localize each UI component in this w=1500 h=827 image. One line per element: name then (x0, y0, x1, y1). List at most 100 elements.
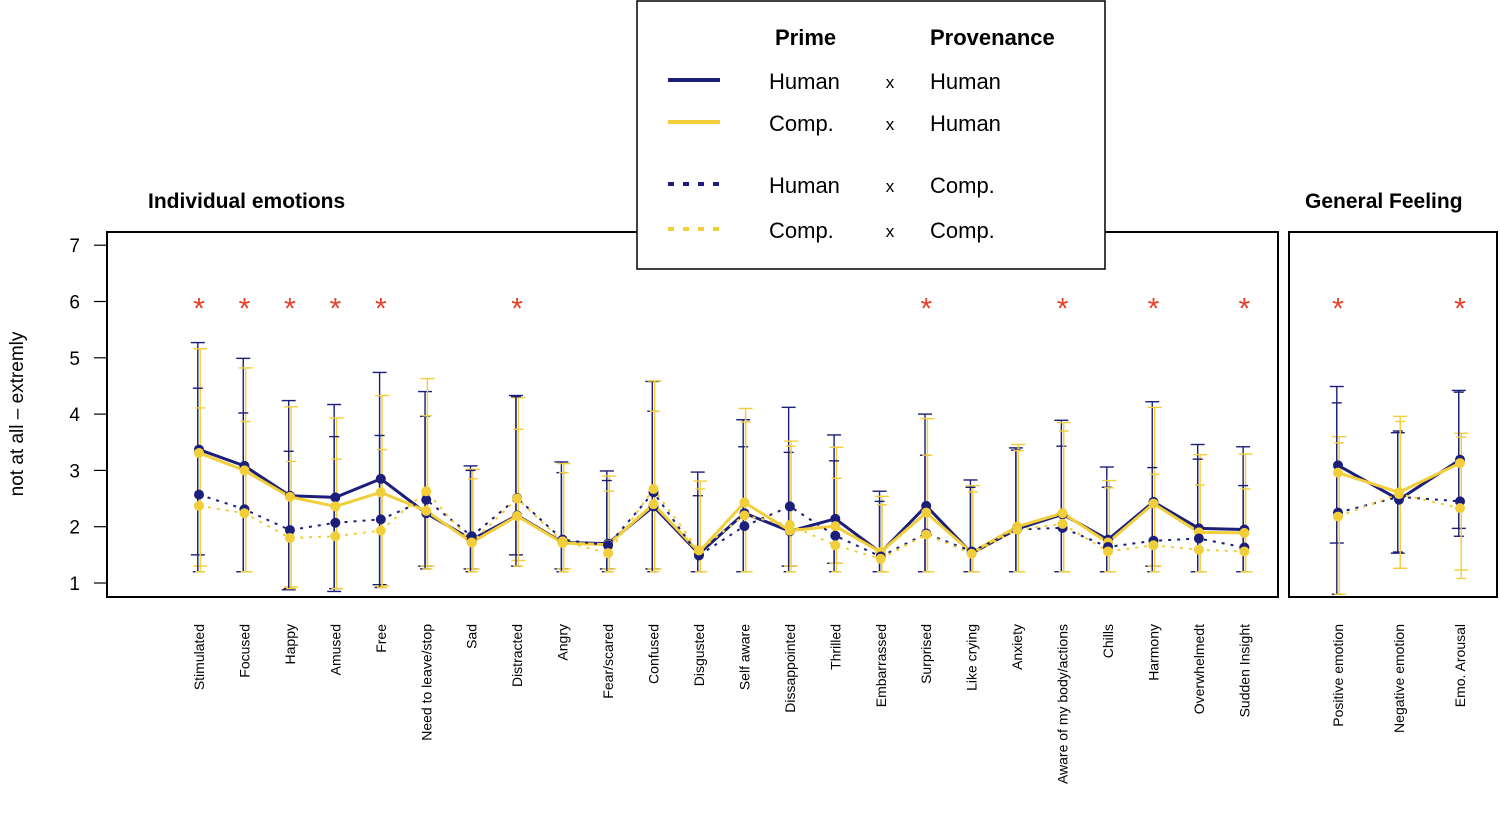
data-point (875, 553, 886, 564)
data-point (512, 511, 523, 522)
data-point (739, 510, 750, 521)
significance-star: * (330, 293, 342, 326)
data-point (330, 517, 341, 528)
category-label: Like crying (964, 624, 980, 691)
data-point (330, 531, 341, 542)
data-point (966, 548, 977, 559)
y-tick-label: 1 (69, 574, 80, 595)
data-point (284, 532, 295, 543)
data-point (375, 487, 386, 498)
series-line (198, 491, 1245, 558)
data-point (739, 497, 750, 508)
category-label: Stimulated (191, 624, 207, 690)
data-point (648, 499, 659, 510)
category-label: Chills (1100, 624, 1116, 658)
legend-provenance-label: Comp. (930, 173, 995, 198)
series-line (198, 451, 1245, 555)
legend-prime-label: Comp. (769, 111, 834, 136)
category-label: Anxiety (1009, 624, 1025, 670)
data-point (375, 473, 386, 484)
data-point (1057, 508, 1068, 519)
data-point (1333, 467, 1343, 478)
data-point (330, 501, 341, 512)
legend-prime-label: Comp. (769, 218, 834, 243)
significance-star: * (1148, 293, 1160, 326)
legend-cross: x (886, 115, 895, 134)
data-point (557, 536, 568, 547)
data-point (1333, 460, 1343, 471)
y-tick-label: 6 (69, 293, 80, 314)
data-point (830, 540, 841, 551)
category-label: Fear/scared (600, 624, 616, 699)
data-point (239, 465, 250, 476)
legend-header-prime: Prime (775, 25, 836, 50)
data-point (194, 500, 204, 511)
category-label: Aware of my body/actions (1055, 624, 1071, 784)
legend-box (636, 0, 1106, 270)
data-point (421, 505, 432, 516)
significance-star: * (375, 293, 387, 326)
legend-provenance-label: Comp. (930, 218, 995, 243)
data-point (830, 521, 841, 532)
category-label: Happy (282, 624, 298, 664)
data-point (194, 489, 204, 500)
category-label: Negative emotion (1391, 624, 1407, 733)
significance-star: * (193, 293, 205, 326)
data-point (1455, 503, 1465, 514)
category-label: Focused (236, 624, 252, 678)
data-point (648, 483, 659, 494)
data-point (1148, 540, 1159, 551)
legend-provenance-label: Human (930, 111, 1001, 136)
category-label: Distracted (509, 624, 525, 687)
data-point (921, 507, 932, 518)
series-line (198, 487, 1245, 560)
legend-header-provenance: Provenance (930, 25, 1055, 50)
legend-cross: x (886, 73, 895, 92)
significance-star: * (1239, 293, 1251, 326)
category-label: Positive emotion (1330, 624, 1346, 727)
data-point (1239, 546, 1250, 557)
category-label: Need to leave/stop (418, 624, 434, 741)
panel-title-general: General Feeling (1305, 190, 1463, 213)
legend-provenance-label: Human (930, 69, 1001, 94)
category-label: Free (373, 624, 389, 653)
data-point (1012, 524, 1023, 535)
data-point (1455, 458, 1465, 469)
data-point (375, 514, 386, 525)
data-point (239, 508, 250, 519)
category-label: Angry (555, 624, 571, 661)
data-point (375, 525, 386, 536)
category-label: Dissappointed (782, 624, 798, 713)
significance-star: * (1057, 293, 1069, 326)
legend-prime-label: Human (769, 173, 840, 198)
panel-frame (106, 231, 1279, 598)
y-tick-label: 3 (69, 461, 80, 482)
data-point (784, 501, 795, 512)
data-point (1193, 533, 1204, 544)
data-point (284, 491, 295, 502)
legend-prime-label: Human (769, 69, 840, 94)
data-point (512, 493, 523, 504)
data-point (603, 548, 614, 559)
data-point (466, 537, 477, 548)
panel-frame (1288, 231, 1498, 598)
category-label: Disgusted (691, 624, 707, 686)
data-point (1193, 544, 1204, 555)
significance-star: * (1332, 293, 1344, 326)
legend: Prime Provenance Human x Human Comp. x Human H… (636, 0, 1106, 270)
data-point (1103, 546, 1113, 557)
data-point (284, 525, 295, 536)
data-point (603, 540, 614, 551)
data-point (830, 530, 841, 541)
data-point (421, 494, 432, 505)
data-point (693, 545, 704, 556)
significance-star: * (239, 293, 251, 326)
legend-cross: x (886, 222, 895, 241)
data-point (921, 529, 932, 540)
legend-cross: x (886, 177, 895, 196)
y-axis-label: not at all – extremly (7, 331, 28, 496)
data-point (1148, 498, 1159, 509)
data-point (421, 486, 432, 497)
panel-title-individual: Individual emotions (148, 190, 345, 213)
